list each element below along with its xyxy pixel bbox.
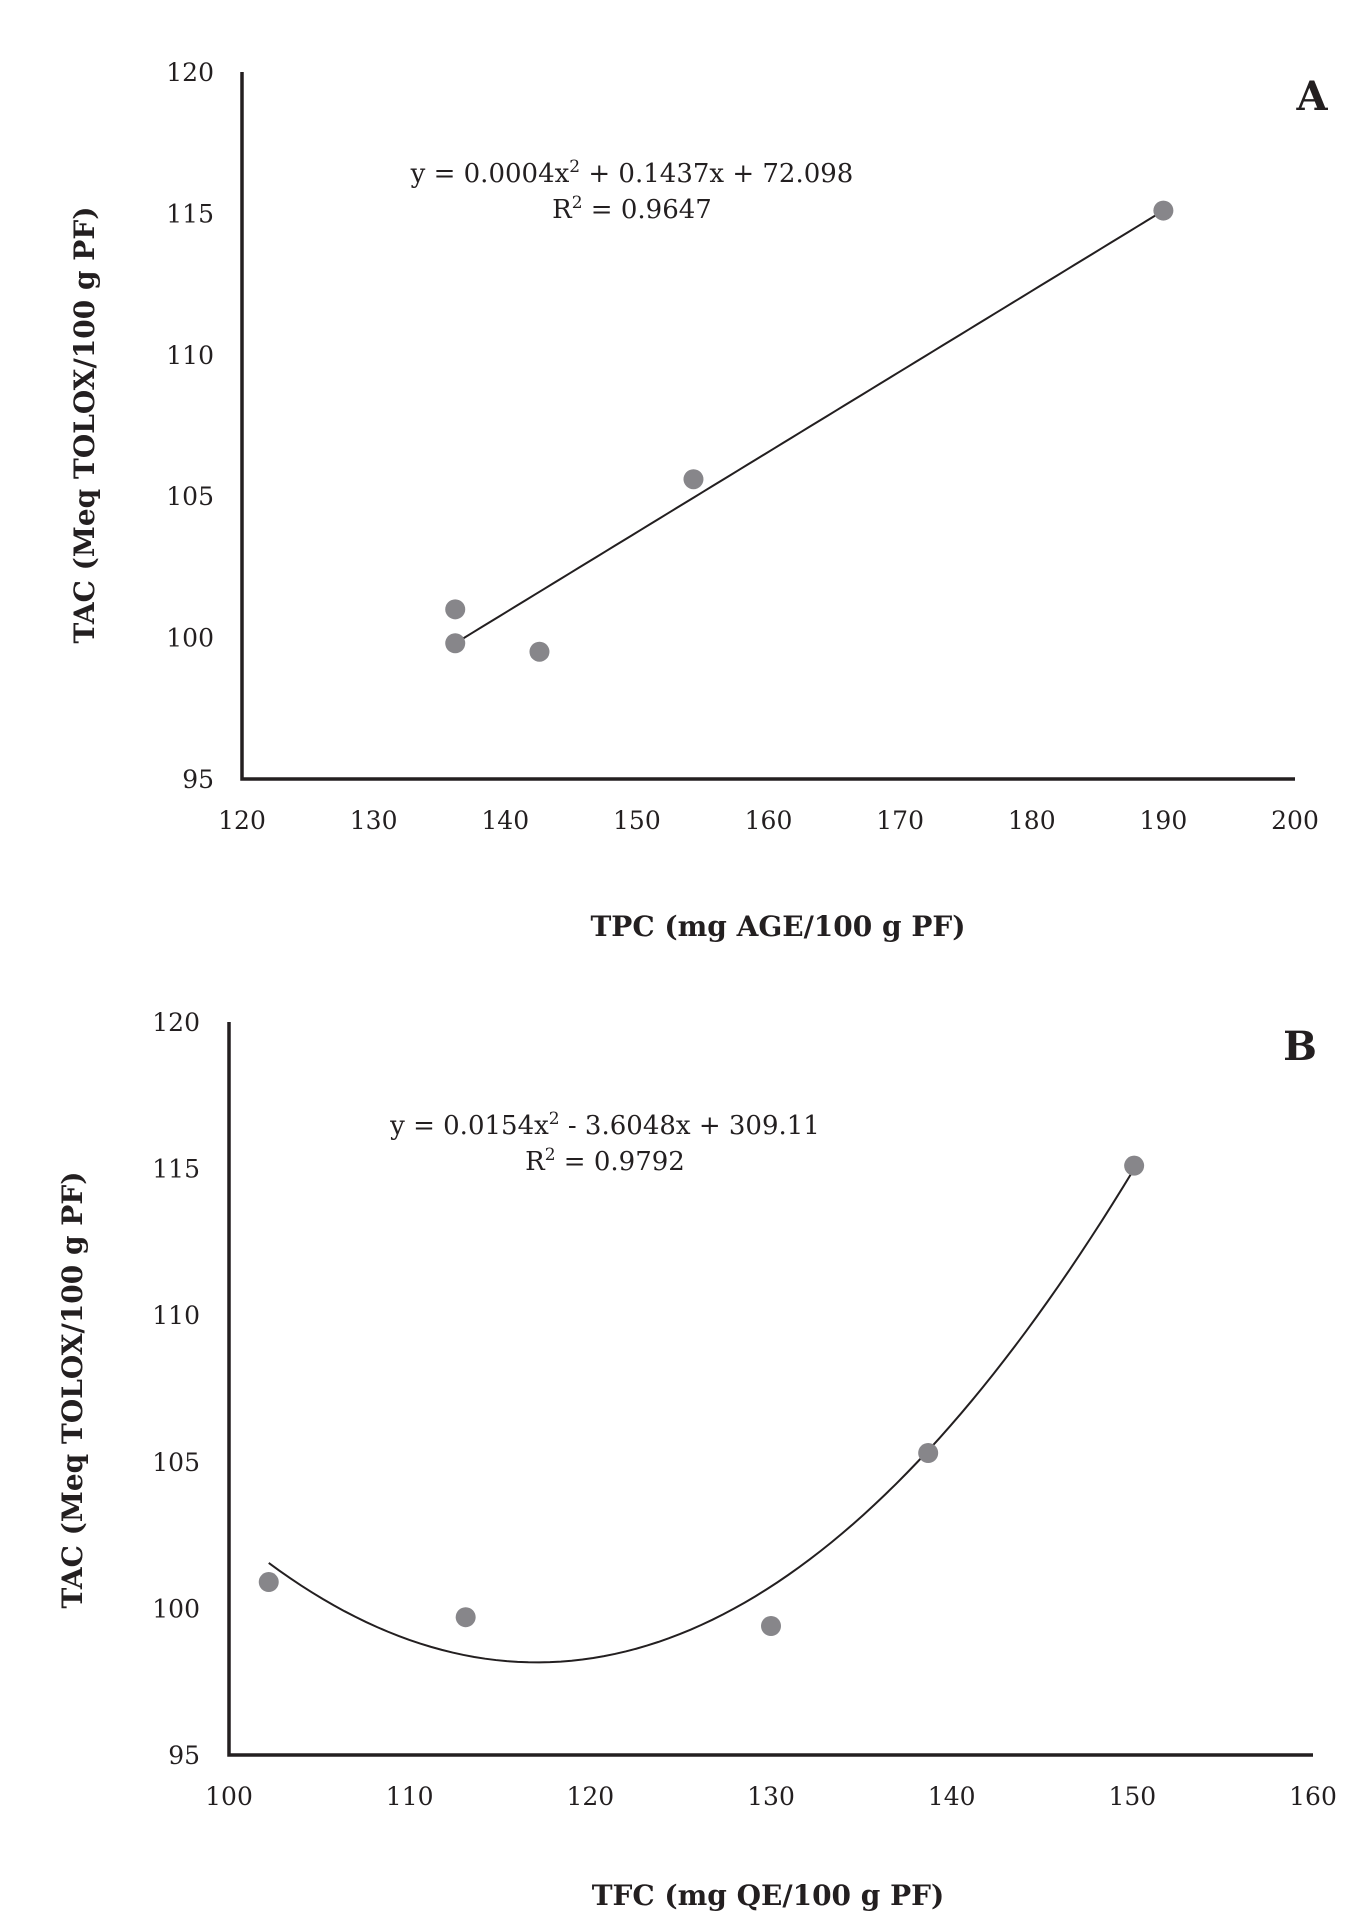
chart-a-data-point xyxy=(1153,200,1174,221)
chart-a-x-tick-label: 130 xyxy=(350,806,398,835)
chart-b-x-tick-label: 130 xyxy=(747,1782,795,1811)
chart-a-x-tick-label: 180 xyxy=(1008,806,1056,835)
chart-a-x-tick-label: 150 xyxy=(613,806,661,835)
chart-a-axes xyxy=(240,72,1295,781)
chart-a-x-tick-label: 200 xyxy=(1271,806,1319,835)
chart-a-axis-lines xyxy=(240,72,1295,781)
chart-a-x-tick-label: 170 xyxy=(876,806,924,835)
chart-a-trendline xyxy=(454,209,1164,645)
chart-a-y-tick-label: 95 xyxy=(182,765,214,794)
chart-b-y-tick-label: 110 xyxy=(152,1301,200,1330)
chart-a-x-axis-title: TPC (mg AGE/100 g PF) xyxy=(590,910,965,943)
chart-b-data-point xyxy=(761,1615,781,1636)
chart-a-r2-prefix: R xyxy=(552,195,573,225)
chart-a-x-tick-label: 190 xyxy=(1140,806,1188,835)
chart-a-y-tick-label: 120 xyxy=(166,58,214,87)
chart-a-x-tick-label: 120 xyxy=(218,806,266,835)
chart-b-x-axis-title: TFC (mg QE/100 g PF) xyxy=(592,1879,945,1912)
chart-a-r2-sup: 2 xyxy=(572,193,583,213)
chart-a-y-tick-label: 100 xyxy=(166,624,214,653)
chart-b-equation: y = 0.0154x2 - 3.6048x + 309.11 xyxy=(389,1109,820,1141)
chart-b-y-tick-label: 95 xyxy=(168,1741,200,1770)
chart-a-y-tick-label: 105 xyxy=(166,482,214,511)
chart-b-panel-label: B xyxy=(1283,1023,1317,1070)
chart-b-r-squared: R2 = 0.9792 xyxy=(525,1145,685,1177)
chart-b-data-point xyxy=(455,1607,476,1628)
chart-b-equation-sup: 2 xyxy=(549,1109,560,1129)
chart-a-y-axis-title: TAC (Meq TOLOX/100 g PF) xyxy=(68,207,101,644)
chart-b-equation-rest: - 3.6048x + 309.11 xyxy=(560,1111,820,1141)
chart-b-axes xyxy=(227,1022,1313,1757)
chart-b-trendline-group xyxy=(268,1168,1135,1664)
chart-b-axis-lines xyxy=(227,1022,1313,1757)
chart-a-y-ticks: 95 100 105 110 115 120 xyxy=(166,58,214,794)
chart-a-equation-main: y = 0.0004x xyxy=(410,159,570,189)
chart-a-x-tick-label: 140 xyxy=(481,806,529,835)
chart-a-trendline-group xyxy=(454,209,1164,645)
chart-a-y-tick-label: 115 xyxy=(166,199,214,228)
chart-b-x-ticks: 100 110 120 130 140 150 160 xyxy=(205,1782,1337,1811)
chart-a-data-point xyxy=(445,599,466,620)
chart-b-data-point xyxy=(1124,1155,1145,1176)
chart-b-equation-main: y = 0.0154x xyxy=(389,1111,549,1141)
chart-b-trendline xyxy=(268,1168,1135,1664)
chart-a-points xyxy=(445,200,1174,662)
chart-b-y-tick-label: 100 xyxy=(152,1594,200,1623)
chart-a-equation: y = 0.0004x2 + 0.1437x + 72.098 xyxy=(410,157,854,189)
chart-a-r2-rest: = 0.9647 xyxy=(583,195,712,225)
chart-b-r2-rest: = 0.9792 xyxy=(556,1147,685,1177)
chart-b-x-tick-label: 110 xyxy=(386,1782,434,1811)
chart-b-r2-sup: 2 xyxy=(545,1145,556,1165)
chart-a-y-tick-label: 110 xyxy=(166,341,214,370)
chart-a-x-tick-label: 160 xyxy=(745,806,793,835)
chart-a-r-squared: R2 = 0.9647 xyxy=(552,193,712,225)
chart-b-x-tick-label: 120 xyxy=(566,1782,614,1811)
chart-b-y-tick-label: 120 xyxy=(152,1008,200,1037)
chart-a-data-point xyxy=(683,469,704,490)
chart-b-y-axis-title: TAC (Meq TOLOX/100 g PF) xyxy=(56,1172,89,1609)
chart-b-x-tick-label: 140 xyxy=(928,1782,976,1811)
chart-b-data-point xyxy=(918,1443,939,1464)
chart-a-equation-rest: + 0.1437x + 72.098 xyxy=(580,159,853,189)
chart-a-x-ticks: 120 130 140 150 160 170 180 190 200 xyxy=(218,806,1319,835)
chart-a-data-point xyxy=(529,641,550,662)
chart-a-data-point xyxy=(445,633,466,654)
chart-a-panel-label: A xyxy=(1295,73,1328,120)
chart-a-equation-sup: 2 xyxy=(569,157,580,177)
chart-b-y-ticks: 95 100 105 110 115 120 xyxy=(152,1008,200,1770)
chart-b-data-point xyxy=(258,1572,279,1593)
chart-b-x-tick-label: 160 xyxy=(1289,1782,1337,1811)
chart-b-y-tick-label: 105 xyxy=(152,1448,200,1477)
chart-b-points xyxy=(258,1155,1145,1636)
chart-b-x-tick-label: 150 xyxy=(1108,1782,1156,1811)
chart-b-x-tick-label: 100 xyxy=(205,1782,253,1811)
chart-b-y-tick-label: 115 xyxy=(152,1155,200,1184)
chart-b-r2-prefix: R xyxy=(525,1147,546,1177)
